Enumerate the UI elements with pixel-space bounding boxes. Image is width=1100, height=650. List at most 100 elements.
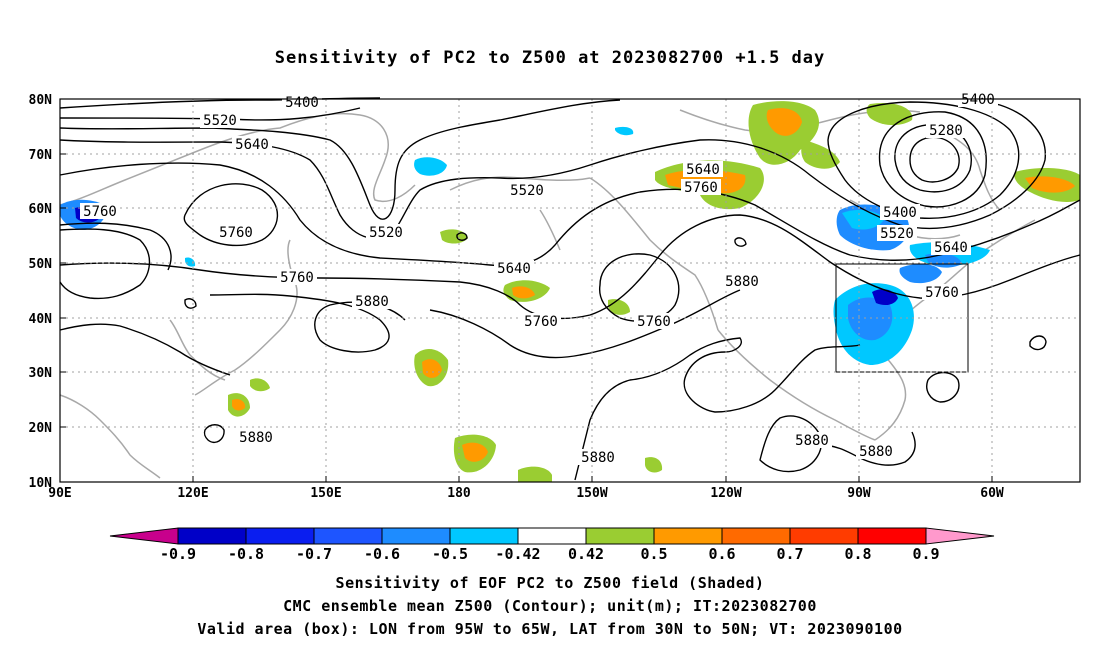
caption-valid-area: Valid area (box): LON from 95W to 65W, L… [197,620,903,638]
contour-label: 5880 [725,274,759,290]
lat-label: 50N [29,257,53,272]
colorbar-high-triangle [925,527,995,545]
contour-label-bg [200,112,240,128]
contour-label: 5640 [497,261,531,277]
colorbar-label: -0.7 [296,545,332,563]
contour-label: 5760 [83,204,117,220]
colorbar-label: 0.9 [912,545,939,563]
colorbar-swatch [653,527,723,545]
contour-label: 5760 [219,225,253,241]
contour-label: 5880 [355,294,389,310]
lon-label: 90W [847,486,871,501]
contour-label: 5640 [686,162,720,178]
contour-label: 5640 [235,137,269,153]
contour-label: 5400 [961,92,995,108]
colorbar-label: -0.8 [228,545,264,563]
colorbar-label: 0.42 [568,545,604,563]
contour-label: 5280 [929,123,963,139]
colorbar-label: 0.5 [640,545,667,563]
lat-label: 70N [29,148,53,163]
colorbar-swatch [789,527,859,545]
contour-label-bg [277,269,317,285]
contour-label: 5400 [285,95,319,111]
sensitivity-shading [60,101,1080,482]
contour-label: 5760 [925,285,959,301]
caption-shading: Sensitivity of EOF PC2 to Z500 field (Sh… [335,574,765,592]
contour-label-bg [722,273,762,289]
contour-label-bg [366,224,406,240]
contour-label: 5520 [369,225,403,241]
contour-label: 5760 [637,314,671,330]
contour-label-bg [494,260,534,276]
lon-label: 180 [447,486,471,501]
colorbar-swatch [381,527,451,545]
contour-label-bg [681,179,721,195]
contour-label: 5760 [684,180,718,196]
colorbar-label: -0.5 [432,545,468,563]
contour-label: 5400 [883,205,917,221]
contour-label-bg [352,293,392,309]
gridlines [60,99,1080,482]
contour-label-bg [507,182,547,198]
colorbar-swatch [177,527,247,545]
contour-label-bg [282,94,322,110]
colorbar-swatch [585,527,655,545]
contour-label: 5520 [203,113,237,129]
colorbar-label: 0.8 [844,545,871,563]
lat-label: 10N [29,476,53,491]
contour-label-bg [922,284,962,300]
contour-label: 5880 [795,433,829,449]
lat-label: 30N [29,366,53,381]
contour-label: 5640 [934,240,968,256]
lat-label: 20N [29,421,53,436]
colorbar-swatch [721,527,791,545]
contour-label-bg [877,225,917,241]
contour-label-bg [216,224,256,240]
contour-labels: 5400 5520 5640 5760 5760 5520 5520 5640 5760 5880… [80,91,998,466]
contour-label-bg [521,313,561,329]
contour-label-bg [926,122,966,138]
colorbar-label: -0.42 [495,545,540,563]
contour-label-bg [236,429,276,445]
colorbar-swatch [857,527,927,545]
map-title: Sensitivity of PC2 to Z500 at 2023082700… [274,48,826,68]
colorbar-label: -0.6 [364,545,400,563]
contour-label-bg [880,204,920,220]
colorbar-low-triangle [109,527,179,545]
lon-label: 150E [310,486,341,501]
colorbar-swatch [449,527,519,545]
lat-label: 80N [29,93,53,108]
colorbar-swatch [517,527,587,545]
contour-label: 5880 [239,430,273,446]
colorbar-swatch [245,527,315,545]
latitude-labels: 80N 70N 60N 50N 40N 30N 20N 10N [29,93,66,491]
contour-label: 5760 [524,314,558,330]
contour-label-bg [931,239,971,255]
lon-label: 60W [980,486,1004,501]
lon-label: 120W [710,486,741,501]
lon-label: 120E [177,486,208,501]
contour-label-bg [683,161,723,177]
contour-label: 5880 [859,444,893,460]
lon-label: 150W [576,486,607,501]
caption-contour: CMC ensemble mean Z500 (Contour); unit(m… [283,597,817,615]
contour-label: 5760 [280,270,314,286]
contour-label-bg [856,443,896,459]
lat-label: 40N [29,312,53,327]
contour-label: 5880 [581,450,615,466]
contour-label-bg [80,203,120,219]
colorbar-label: -0.9 [160,545,196,563]
plot-frame [59,98,1081,483]
lat-label: 60N [29,202,53,217]
colorbar-label: 0.7 [776,545,803,563]
longitude-labels: 90E 120E 150E 180 150W 120W 90W 60W [48,476,1004,501]
contour-label: 5520 [510,183,544,199]
contour-label: 5520 [880,226,914,242]
colorbar-swatch [313,527,383,545]
contour-label-bg [232,136,272,152]
contour-label-bg [792,432,832,448]
colorbar: -0.9 -0.8 -0.7 -0.6 -0.5 -0.42 0.42 0.5 0.6 0.7 0.… [109,527,995,563]
colorbar-label: 0.6 [708,545,735,563]
lon-label: 90E [48,486,71,501]
